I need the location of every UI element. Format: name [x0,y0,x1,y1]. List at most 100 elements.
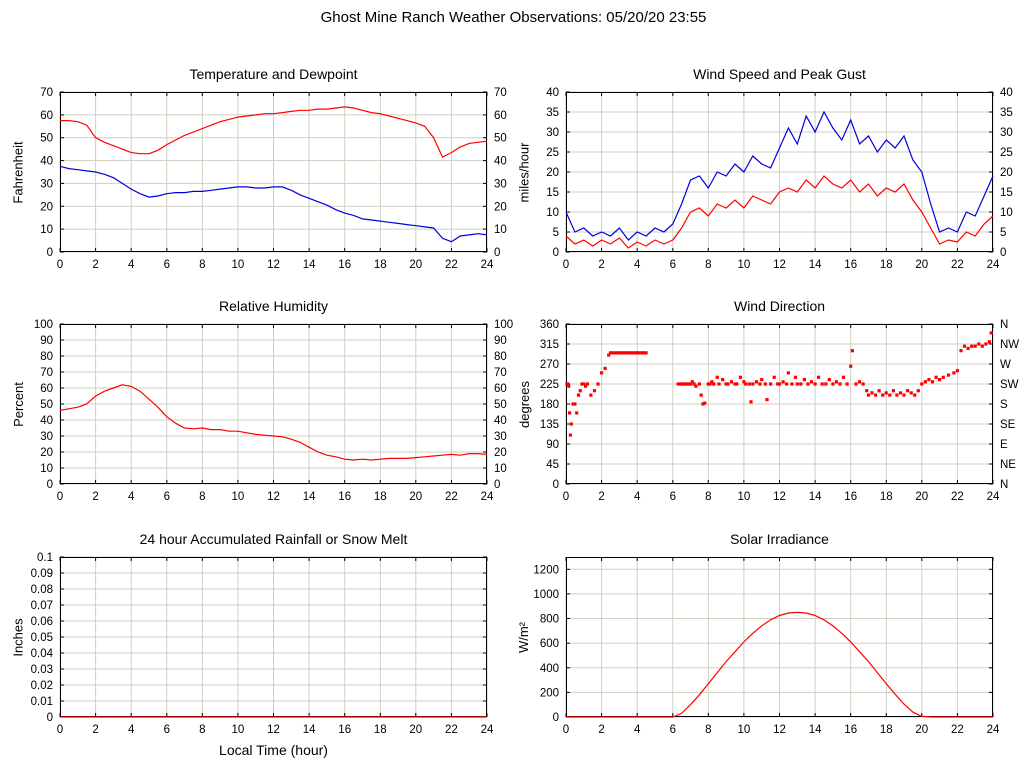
svg-text:30: 30 [494,431,507,443]
svg-text:0.06: 0.06 [31,616,53,628]
svg-text:40: 40 [40,156,53,168]
svg-text:22: 22 [951,724,964,736]
svg-text:10: 10 [232,724,245,736]
svg-text:40: 40 [546,87,559,99]
svg-text:10: 10 [546,207,559,219]
svg-text:10: 10 [738,259,751,271]
svg-text:22: 22 [951,259,964,271]
svg-text:N: N [1000,319,1008,331]
svg-text:800: 800 [540,614,559,626]
svg-text:90: 90 [494,335,507,347]
svg-text:1200: 1200 [533,564,559,576]
chart-title: 24 hour Accumulated Rainfall or Snow Mel… [139,531,408,547]
svg-text:0.08: 0.08 [31,584,53,596]
svg-text:24: 24 [481,491,494,503]
svg-text:50: 50 [494,399,507,411]
svg-text:0.09: 0.09 [31,568,53,580]
tick-labels: 0 2 4 6 8 10 12 14 16 18 20 22 240102030405060700102… [40,87,507,271]
svg-text:200: 200 [540,687,559,699]
svg-text:W: W [1000,359,1011,371]
series-peak-gust [565,110,994,241]
svg-text:2: 2 [92,724,98,736]
svg-text:315: 315 [540,339,559,351]
svg-text:20: 20 [915,724,928,736]
svg-text:SE: SE [1000,419,1016,431]
gridlines [565,323,994,485]
svg-text:0: 0 [1000,247,1006,259]
svg-text:2: 2 [92,491,98,503]
chart-solar-irradiance: Solar Irradiance W/m² 0 2 4 6 8 10 12 14 16 18 20 2… [506,525,1019,772]
svg-text:18: 18 [880,724,893,736]
svg-text:25: 25 [1000,147,1013,159]
svg-text:NW: NW [1000,339,1019,351]
svg-text:10: 10 [738,491,751,503]
svg-text:0: 0 [494,247,500,259]
svg-text:18: 18 [374,259,387,271]
svg-text:20: 20 [915,259,928,271]
svg-text:22: 22 [445,491,458,503]
svg-text:16: 16 [844,491,857,503]
svg-text:18: 18 [880,259,893,271]
svg-text:4: 4 [128,259,135,271]
svg-text:30: 30 [494,178,507,190]
svg-text:60: 60 [40,110,53,122]
svg-text:0.04: 0.04 [31,648,54,660]
svg-text:14: 14 [303,724,316,736]
svg-text:22: 22 [445,259,458,271]
gridlines [565,91,994,253]
gridlines [59,91,488,253]
svg-text:10: 10 [40,224,53,236]
chart-relative-humidity: Relative Humidity Percent 0 2 4 6 8 10 12 14 16 1… [0,292,514,539]
svg-text:10: 10 [1000,207,1013,219]
gridlines [565,557,994,718]
svg-text:24: 24 [987,491,1000,503]
svg-text:20: 20 [494,447,507,459]
svg-text:0.07: 0.07 [31,600,53,612]
svg-text:N: N [1000,479,1008,491]
tick-marks [59,91,488,253]
plot-area: 0 2 4 6 8 10 12 14 16 18 20 22 2400.010.020.030.040.… [31,552,494,736]
series-solar-irradiance [566,611,993,718]
plot-area: 0 2 4 6 8 10 12 14 16 18 20 22 240102030405060700102… [40,87,507,271]
tick-marks [59,556,488,718]
svg-text:1000: 1000 [533,589,559,601]
svg-text:20: 20 [409,259,422,271]
svg-text:40: 40 [494,156,507,168]
svg-text:20: 20 [409,724,422,736]
plot-area: 0 2 4 6 8 10 12 14 16 18 20 22 240102030405060708090… [34,319,513,503]
svg-text:0: 0 [57,724,63,736]
svg-text:20: 20 [409,491,422,503]
svg-text:2: 2 [598,259,604,271]
svg-text:20: 20 [1000,167,1013,179]
svg-text:15: 15 [1000,187,1013,199]
tick-labels: 0 2 4 6 8 10 12 14 16 18 20 22 240510152025303540051… [546,87,1013,271]
svg-text:0: 0 [47,712,53,724]
tick-labels: 0 2 4 6 8 10 12 14 16 18 20 22 240459013518022527031… [540,319,1019,503]
chart-title: Relative Humidity [219,298,328,314]
tick-marks [565,323,994,485]
series-relative-humidity [59,384,488,461]
svg-text:20: 20 [494,201,507,213]
svg-text:600: 600 [540,638,559,650]
svg-text:18: 18 [374,724,387,736]
svg-text:90: 90 [546,439,559,451]
tick-labels: 0 2 4 6 8 10 12 14 16 18 20 22 240200400600800100012… [533,564,1000,736]
svg-text:90: 90 [40,335,53,347]
svg-text:0: 0 [553,479,559,491]
svg-text:14: 14 [809,724,822,736]
svg-text:40: 40 [494,415,507,427]
svg-text:80: 80 [494,351,507,363]
svg-text:2: 2 [598,491,604,503]
svg-text:0.1: 0.1 [37,552,53,564]
svg-text:4: 4 [128,724,135,736]
x-axis-label: Local Time (hour) [219,742,328,758]
svg-text:8: 8 [199,491,205,503]
svg-text:12: 12 [267,724,280,736]
svg-text:16: 16 [338,491,351,503]
svg-text:0: 0 [563,724,569,736]
svg-text:30: 30 [40,178,53,190]
svg-text:14: 14 [809,491,822,503]
svg-text:70: 70 [40,367,53,379]
